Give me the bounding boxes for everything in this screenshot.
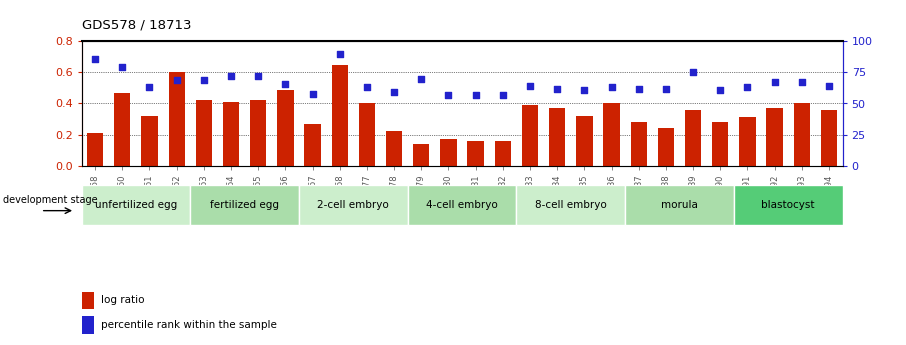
Bar [82, 185, 190, 226]
Point [169, 77, 184, 83]
Bar [516, 185, 625, 226]
Bar [277, 89, 294, 166]
Text: blastocyst: blastocyst [761, 200, 815, 210]
Bar [631, 122, 647, 166]
Bar [413, 144, 429, 166]
Point [740, 85, 755, 90]
Bar [223, 102, 239, 166]
Point [795, 80, 809, 85]
Bar [658, 128, 674, 166]
Point [360, 85, 374, 90]
Bar [359, 104, 375, 166]
Bar [190, 185, 299, 226]
Point [142, 85, 157, 90]
Point [523, 83, 537, 89]
Point [496, 92, 510, 98]
Bar [549, 108, 565, 166]
Bar [625, 185, 734, 226]
Point [224, 73, 238, 79]
Bar [196, 100, 212, 166]
Point [115, 65, 130, 70]
Bar [114, 92, 130, 166]
Text: GDS578 / 18713: GDS578 / 18713 [82, 19, 191, 31]
Bar [739, 117, 756, 166]
Bar [440, 139, 457, 166]
Bar [169, 72, 185, 166]
Text: log ratio: log ratio [101, 295, 144, 305]
Point [577, 87, 592, 92]
Text: 8-cell embryo: 8-cell embryo [535, 200, 607, 210]
Point [713, 87, 728, 92]
Text: 2-cell embryo: 2-cell embryo [317, 200, 390, 210]
Point [251, 73, 265, 79]
Bar [82, 292, 93, 309]
Text: development stage: development stage [4, 195, 98, 205]
Text: unfertilized egg: unfertilized egg [95, 200, 177, 210]
Bar [603, 104, 620, 166]
Point [604, 85, 619, 90]
Bar [304, 124, 321, 166]
Bar [794, 104, 810, 166]
Bar [576, 116, 593, 166]
Point [387, 90, 401, 95]
Point [468, 92, 483, 98]
Bar [712, 122, 728, 166]
Point [767, 80, 782, 85]
Bar [685, 110, 701, 166]
Point [441, 92, 456, 98]
Bar [299, 185, 408, 226]
Bar [495, 141, 511, 166]
Point [197, 77, 211, 83]
Bar [821, 110, 837, 166]
Text: morula: morula [661, 200, 698, 210]
Bar [250, 100, 266, 166]
Point [414, 76, 429, 81]
Bar [467, 141, 484, 166]
Text: percentile rank within the sample: percentile rank within the sample [101, 320, 276, 330]
Point [333, 51, 347, 57]
Bar [734, 185, 843, 226]
Point [659, 86, 673, 91]
Bar [87, 133, 103, 166]
Bar [766, 108, 783, 166]
Text: 4-cell embryo: 4-cell embryo [426, 200, 498, 210]
Bar [522, 105, 538, 166]
Point [278, 81, 293, 86]
Bar [386, 131, 402, 166]
Point [550, 86, 564, 91]
Point [686, 70, 700, 75]
Point [88, 56, 102, 61]
Point [631, 86, 646, 91]
Point [305, 91, 320, 96]
Bar [332, 65, 348, 166]
Bar [408, 185, 516, 226]
Bar [141, 116, 158, 166]
Bar [82, 316, 93, 334]
Text: fertilized egg: fertilized egg [210, 200, 279, 210]
Point [822, 83, 836, 89]
